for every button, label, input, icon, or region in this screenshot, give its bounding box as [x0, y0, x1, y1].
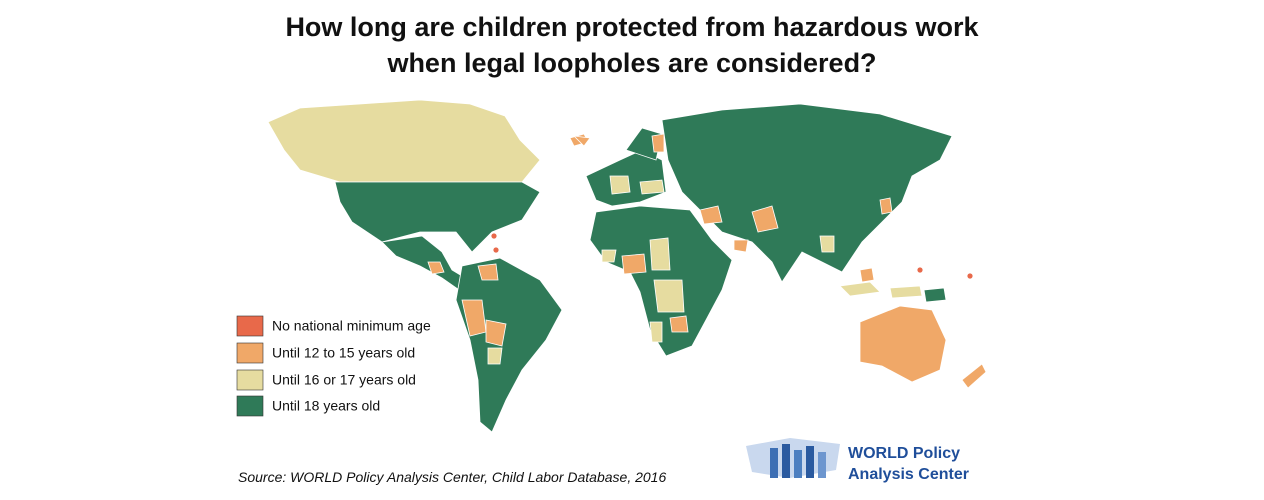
logo-figure: [818, 452, 826, 478]
logo-figure: [806, 446, 814, 478]
region: [455, 257, 563, 433]
legend-label: Until 18 years old: [272, 398, 380, 414]
legend-swatch: [236, 315, 264, 337]
title-line: How long are children protected from haz…: [285, 12, 979, 42]
region: [859, 267, 875, 283]
region: [609, 175, 631, 195]
region: [651, 133, 665, 153]
logo-figure: [782, 444, 790, 478]
region: [485, 319, 507, 347]
region: [889, 285, 923, 299]
region: [601, 249, 617, 263]
legend: No national minimum age Until 12 to 15 y…: [236, 315, 431, 417]
region: [751, 205, 779, 233]
region: [572, 135, 591, 147]
region: [966, 272, 974, 280]
region: [267, 99, 541, 183]
region: [819, 235, 835, 253]
region: [621, 253, 647, 275]
legend-label: Until 16 or 17 years old: [272, 372, 416, 388]
region: [334, 181, 541, 253]
region: [923, 287, 947, 303]
legend-label: Until 12 to 15 years old: [272, 345, 415, 361]
region: [490, 232, 498, 240]
region: [669, 315, 689, 333]
logo-map: [746, 438, 840, 478]
logo-text: WORLD Policy: [848, 445, 960, 462]
region: [916, 266, 924, 274]
region: [653, 279, 685, 313]
region: [879, 197, 893, 215]
legend-label: No national minimum age: [272, 318, 431, 334]
region: [961, 363, 987, 389]
region: [477, 263, 499, 281]
region: [427, 261, 445, 275]
region: [639, 179, 665, 195]
region: [839, 281, 881, 297]
logo-figure: [770, 448, 778, 478]
region: [492, 246, 500, 254]
legend-swatch: [236, 395, 264, 417]
region: [487, 347, 503, 365]
logo-figure: [794, 450, 802, 478]
title-line: when legal loopholes are considered?: [386, 48, 876, 78]
legend-swatch: [236, 369, 264, 391]
source: Source: WORLD Policy Analysis Center, Ch…: [238, 469, 666, 485]
region: [649, 237, 671, 271]
legend-swatch: [236, 342, 264, 364]
region: [859, 305, 947, 383]
region: [649, 321, 663, 343]
logo-text: Analysis Center: [848, 466, 969, 483]
world-map: [267, 98, 987, 433]
region: [461, 299, 487, 337]
logo: WORLD Policy Analysis Center: [746, 438, 969, 483]
region: [733, 239, 749, 253]
region: [699, 205, 723, 225]
